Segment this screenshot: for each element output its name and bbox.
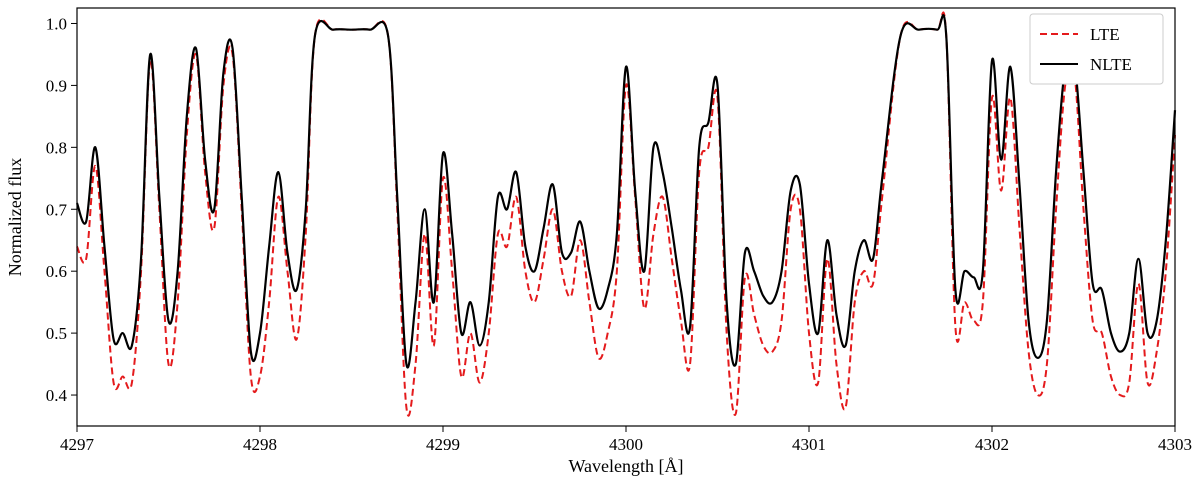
x-tick-label: 4301 [792, 435, 826, 454]
series-lines [75, 11, 1177, 417]
legend-label-nlte: NLTE [1090, 55, 1132, 74]
y-axis-label: Normalized flux [5, 158, 25, 276]
legend: LTE NLTE [1029, 13, 1164, 85]
x-axis-label: Wavelength [Å] [568, 456, 683, 476]
y-tick-label: 0.9 [46, 76, 67, 95]
x-tick-label: 4303 [1158, 435, 1192, 454]
x-tick-label: 4302 [975, 435, 1009, 454]
x-tick-label: 4298 [243, 435, 277, 454]
y-tick-label: 0.4 [46, 386, 68, 405]
legend-box [1029, 13, 1164, 85]
series-line-nlte [75, 14, 1177, 369]
y-tick-label: 0.5 [46, 324, 67, 343]
x-tick-label: 4299 [426, 435, 460, 454]
x-tick-label: 4300 [609, 435, 643, 454]
y-tick-label: 0.7 [46, 200, 68, 219]
y-tick-label: 1.0 [46, 14, 67, 33]
legend-label-lte: LTE [1090, 25, 1120, 44]
y-tick-label: 0.8 [46, 138, 67, 157]
y-tick-label: 0.6 [46, 262, 67, 281]
axis-ticks: 4297 4298 4299 4300 4301 4302 4303 0.4 0.5 0.6 0.7… [46, 14, 1192, 454]
x-tick-label: 4297 [60, 435, 95, 454]
